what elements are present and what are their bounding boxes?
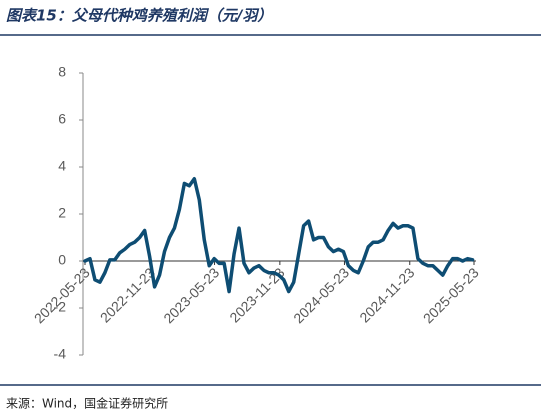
line-series [83,177,475,294]
x-tick-label: 2025-05-23 [420,264,482,326]
y-tick-label: 4 [58,158,66,174]
x-tick-label: 2024-05-23 [290,264,352,326]
y-tick-label: 8 [58,64,66,80]
y-tick-label: 6 [58,111,66,127]
y-tick-label: -2 [54,299,67,315]
y-tick-label: 2 [58,205,66,221]
chart-title: 图表15：父母代种鸡养殖利润（元/羽） [6,7,272,25]
source: 来源：Wind，国金证券研究所 [6,396,168,411]
x-tick-label: 2022-05-23 [31,264,93,326]
y-tick-label: -4 [54,346,67,362]
x-tick-label: 2024-11-23 [356,264,417,325]
x-tick-label: 2023-05-23 [160,264,222,326]
y-tick-label: 0 [58,252,66,268]
